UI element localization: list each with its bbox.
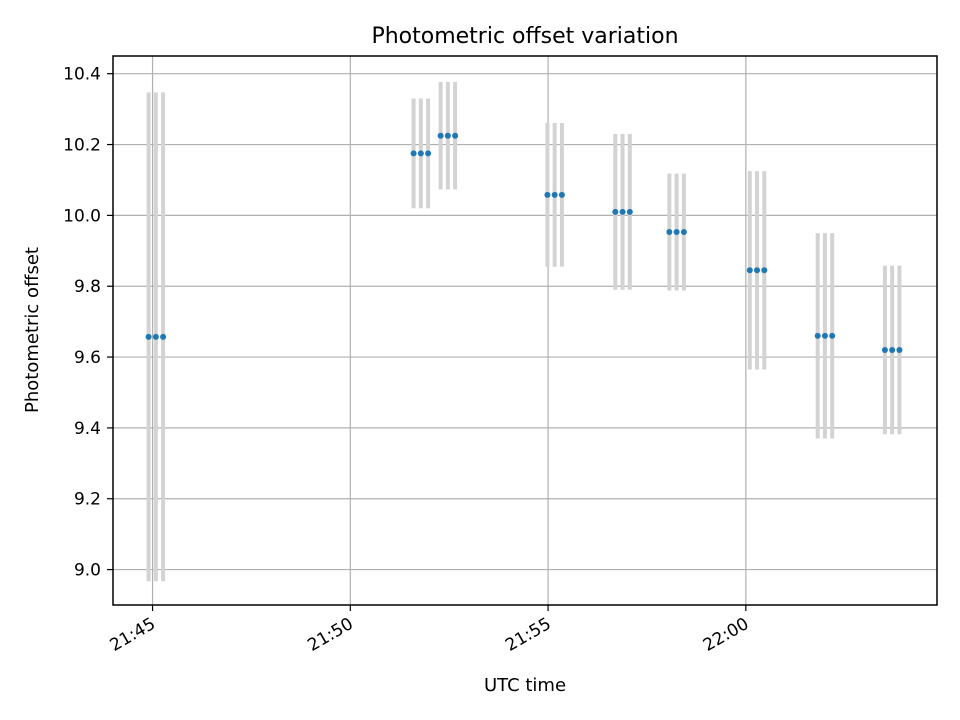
y-tick-label: 9.4	[74, 419, 101, 439]
data-point	[680, 229, 687, 236]
data-point	[746, 267, 753, 274]
chart-title: Photometric offset variation	[371, 24, 678, 49]
data-point	[666, 229, 673, 236]
y-axis-label: Photometric offset	[22, 247, 43, 413]
data-point	[814, 332, 821, 339]
y-tick-label: 9.2	[74, 490, 101, 510]
data-point	[152, 333, 159, 340]
data-point	[425, 150, 432, 157]
y-tick-label: 10.0	[63, 206, 101, 226]
data-points	[145, 132, 903, 353]
data-point	[829, 332, 836, 339]
data-point	[452, 132, 459, 139]
data-point	[551, 191, 558, 198]
data-point	[612, 208, 619, 215]
y-tick-label: 9.8	[74, 277, 101, 297]
data-point	[444, 132, 451, 139]
data-point	[889, 346, 896, 353]
data-point	[896, 346, 903, 353]
grid	[113, 56, 937, 605]
data-point	[619, 208, 626, 215]
data-point	[626, 208, 633, 215]
data-point	[544, 191, 551, 198]
data-point	[881, 346, 888, 353]
plot-frame	[112, 55, 938, 606]
data-point	[160, 333, 167, 340]
data-point	[437, 132, 444, 139]
y-tick-label: 10.4	[63, 65, 101, 85]
x-axis-label: UTC time	[484, 675, 566, 696]
data-point	[410, 150, 417, 157]
data-point	[761, 267, 768, 274]
data-point	[754, 267, 761, 274]
y-tick-label: 9.6	[74, 348, 101, 368]
data-point	[145, 333, 152, 340]
data-point	[821, 332, 828, 339]
data-point	[673, 229, 680, 236]
y-tick-label: 10.2	[63, 136, 101, 156]
data-point	[558, 191, 565, 198]
y-tick-label: 9.0	[74, 561, 101, 581]
data-point	[417, 150, 424, 157]
